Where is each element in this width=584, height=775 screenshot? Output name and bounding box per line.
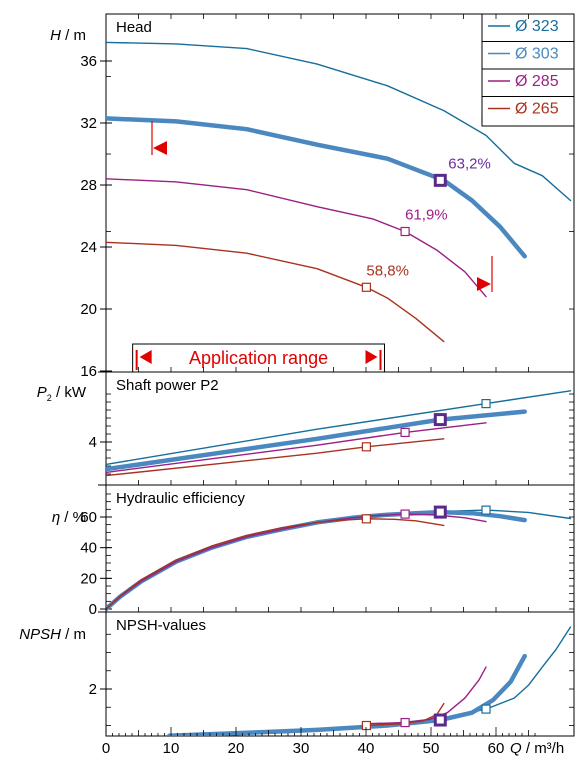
y-axis-symbol: η — [52, 509, 60, 526]
y-axis-symbol: H — [50, 27, 61, 44]
y-tick-label: 16 — [80, 363, 97, 380]
y-axis-slash: / — [60, 509, 73, 526]
series-line-head-1 — [106, 116, 527, 259]
legend: Ø 323 Ø 303 Ø 285 Ø 265 — [481, 13, 575, 127]
series-line-power-1 — [106, 409, 527, 472]
duty-point-marker-efficiency-0 — [481, 505, 491, 515]
y-tick-label: 2 — [89, 681, 97, 698]
efficiency-annotation: 61,9% — [405, 207, 448, 224]
series-group-npsh — [167, 626, 572, 736]
panel-title-npsh: NPSH-values — [116, 617, 206, 634]
x-tick-label: 0 — [102, 740, 110, 757]
x-tick-label: 10 — [163, 740, 180, 757]
series-line-head-0 — [106, 41, 572, 202]
duty-point-marker-head-3 — [361, 282, 371, 292]
efficiency-annotation: 58,8% — [366, 262, 409, 279]
series-line-power-0 — [106, 390, 572, 466]
duty-point-marker-npsh-0 — [481, 704, 491, 714]
y-tick-label: 28 — [80, 177, 97, 194]
duty-point-marker-efficiency-2 — [400, 509, 410, 519]
x-axis-label: Q / m³/h — [510, 740, 564, 757]
range-right-arrow-icon — [365, 350, 378, 364]
legend-entry-1: Ø 303 — [515, 46, 559, 63]
y-axis-subscript: 2 — [47, 393, 52, 403]
y-axis-symbol: NPSH — [19, 626, 61, 643]
y-axis-slash: / — [61, 27, 74, 44]
panel-npsh: 2 NPSH-values NPSH / m — [19, 611, 574, 736]
y-axis-label-npsh: NPSH / m — [19, 626, 86, 643]
y-tick-label: 24 — [80, 239, 97, 256]
legend-box — [481, 13, 575, 127]
duty-point-marker-npsh-1 — [433, 713, 447, 727]
range-left-arrow-icon — [139, 350, 152, 364]
application-range-label: Application range — [189, 348, 328, 368]
y-axis-label-power: P2 / kW — [37, 384, 87, 403]
duty-point-marker-npsh-2 — [400, 717, 410, 728]
duty-point-marker-head-2 — [400, 226, 410, 237]
series-group-power — [106, 390, 572, 477]
x-axis-unit: m³/h — [534, 740, 564, 757]
y-axis-slash: / — [52, 384, 65, 401]
head-range-end-arrow-icon — [477, 277, 491, 291]
x-tick-label: 20 — [228, 740, 245, 757]
series-line-npsh-1 — [167, 653, 527, 736]
series-line-npsh-3 — [365, 702, 445, 727]
legend-entry-3: Ø 265 — [515, 101, 559, 118]
y-axis-label-head: H / m — [50, 27, 86, 44]
series-group-head — [106, 41, 572, 343]
panel-title-efficiency: Hydraulic efficiency — [116, 490, 245, 507]
duty-point-marker-power-2 — [400, 427, 410, 437]
y-tick-label: 20 — [80, 570, 97, 587]
series-line-head-3 — [106, 241, 445, 343]
panel-efficiency: 0 20 40 60 Hydraulic efficiency η / % — [52, 484, 574, 618]
legend-entry-2: Ø 285 — [515, 73, 559, 90]
y-tick-label: 20 — [80, 301, 97, 318]
y-tick-label: 32 — [80, 115, 97, 132]
y-axis-unit: m — [74, 626, 87, 643]
x-tick-label: 50 — [423, 740, 440, 757]
head-range-start-arrow-icon — [153, 141, 167, 155]
duty-point-marker-power-0 — [481, 399, 491, 409]
y-axis-unit: kW — [64, 384, 87, 401]
x-axis-symbol: Q — [510, 740, 522, 757]
x-axis-slash: / — [522, 740, 535, 757]
y-axis-symbol: P — [37, 384, 47, 401]
series-line-efficiency-1 — [106, 509, 527, 612]
panel-power: 4 Shaft power P2 P2 / kW — [37, 371, 574, 477]
duty-point-marker-efficiency-3 — [361, 514, 371, 524]
efficiency-annotation: 63,2% — [448, 155, 491, 172]
x-tick-label: 60 — [488, 740, 505, 757]
y-tick-label: 0 — [89, 601, 97, 618]
series-line-power-3 — [106, 438, 445, 477]
y-tick-label: 60 — [80, 509, 97, 526]
panel-title-power: Shaft power P2 — [116, 377, 219, 394]
x-tick-label: 40 — [358, 740, 375, 757]
application-range-box — [132, 343, 385, 373]
y-tick-label: 36 — [80, 53, 97, 70]
duty-point-marker-head-1 — [433, 173, 447, 187]
series-line-efficiency-2 — [106, 513, 487, 610]
y-axis-slash: / — [61, 626, 74, 643]
duty-point-marker-power-3 — [361, 442, 371, 452]
panel-title-head: Head — [116, 19, 152, 36]
duty-point-marker-power-1 — [433, 413, 447, 427]
y-axis-label-efficiency: η / % — [52, 509, 86, 526]
series-line-head-2 — [106, 178, 487, 298]
y-tick-label: 4 — [89, 434, 97, 451]
legend-entry-0: Ø 323 — [515, 18, 559, 35]
series-group-efficiency — [106, 509, 572, 612]
series-line-power-2 — [106, 422, 487, 474]
series-line-efficiency-3 — [106, 518, 445, 610]
x-tick-label: 30 — [293, 740, 310, 757]
y-axis-unit: m — [74, 27, 87, 44]
duty-point-marker-efficiency-1 — [433, 505, 447, 519]
y-axis-unit: % — [73, 509, 86, 526]
y-tick-label: 40 — [80, 540, 97, 557]
